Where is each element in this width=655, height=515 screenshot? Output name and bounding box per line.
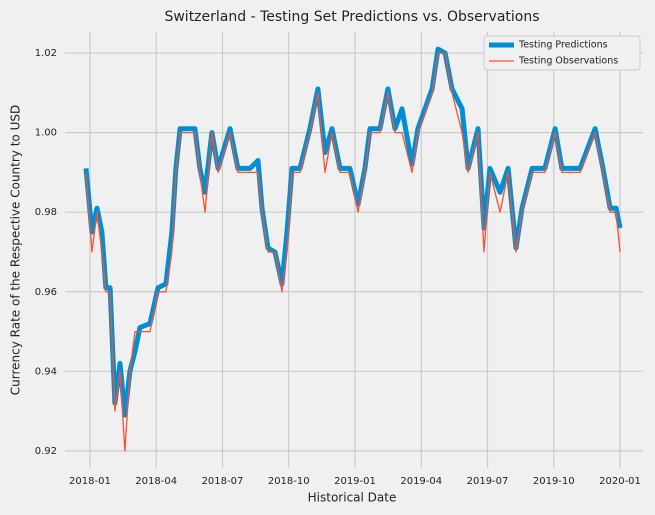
x-tick-label: 2018-10 bbox=[268, 476, 310, 487]
x-tick-label: 2019-10 bbox=[533, 476, 575, 487]
chart-title: Switzerland - Testing Set Predictions vs… bbox=[164, 9, 539, 25]
y-tick-label: 1.02 bbox=[35, 48, 57, 59]
y-tick-label: 0.98 bbox=[35, 207, 57, 218]
y-tick-label: 0.92 bbox=[35, 446, 57, 457]
y-tick-label: 0.96 bbox=[35, 287, 57, 298]
x-tick-label: 2020-01 bbox=[599, 476, 641, 487]
x-tick-label: 2019-04 bbox=[400, 476, 442, 487]
x-tick-label: 2019-01 bbox=[334, 476, 376, 487]
x-tick-label: 2019-07 bbox=[467, 476, 509, 487]
x-tick-label: 2018-04 bbox=[135, 476, 177, 487]
x-axis-label: Historical Date bbox=[308, 491, 397, 505]
legend-label: Testing Predictions bbox=[518, 40, 608, 51]
legend-box bbox=[483, 35, 641, 71]
x-tick-label: 2018-01 bbox=[69, 476, 111, 487]
legend-label: Testing Observations bbox=[518, 56, 618, 67]
x-tick-label: 2018-07 bbox=[202, 476, 244, 487]
y-axis-label: Currency Rate of the Respective Country … bbox=[9, 105, 23, 395]
y-tick-label: 1.00 bbox=[35, 128, 57, 139]
data-line bbox=[85, 52, 621, 452]
y-tick-label: 0.94 bbox=[35, 366, 57, 377]
